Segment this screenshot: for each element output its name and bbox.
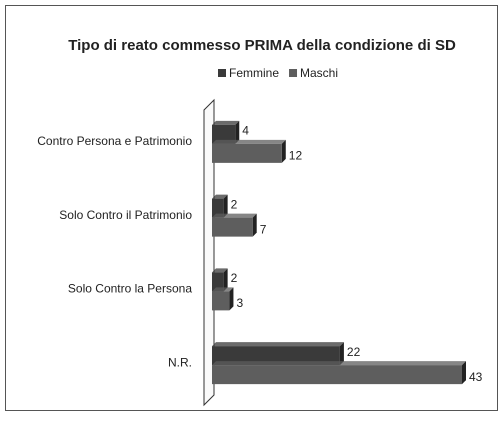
bar-side [223, 194, 228, 218]
bar-top [212, 342, 344, 347]
data-label: 43 [469, 370, 483, 384]
legend: Femmine Maschi [218, 66, 338, 80]
category-label: Contro Persona e Patrimonio [37, 134, 192, 148]
data-label: 4 [242, 124, 249, 138]
bar-face [212, 346, 340, 366]
legend-label: Maschi [300, 66, 338, 80]
bar-top [212, 361, 466, 366]
data-label: 2 [231, 197, 238, 211]
bar-top [212, 194, 228, 199]
category-label: Solo Contro la Persona [68, 282, 192, 296]
axis-wall [203, 98, 215, 407]
bar [212, 120, 240, 144]
bar [212, 268, 228, 292]
bar-top [212, 120, 240, 125]
category-label: N.R. [168, 355, 192, 369]
bar-face [212, 143, 282, 163]
category-label: Solo Contro il Patrimonio [59, 208, 192, 222]
data-label: 12 [289, 149, 303, 163]
bar-face [212, 124, 236, 144]
chart-title: Tipo di reato commesso PRIMA della condi… [68, 37, 456, 54]
bar-side [223, 268, 228, 292]
legend-swatch [218, 69, 226, 77]
bar-top [212, 139, 286, 144]
bar-face [212, 291, 230, 311]
bar-face [212, 365, 462, 385]
bar [212, 139, 286, 163]
data-label: 7 [260, 222, 267, 236]
legend-swatch [289, 69, 298, 77]
bar-side [229, 287, 234, 311]
bar-top [212, 268, 228, 273]
bar-top [212, 287, 234, 292]
bar-face [212, 272, 224, 292]
bar-top [212, 213, 257, 218]
bar [212, 342, 344, 366]
bar-side [339, 342, 344, 366]
bar-side [462, 361, 466, 385]
data-label: 22 [347, 345, 361, 359]
bar [212, 194, 228, 218]
bar-face [212, 198, 224, 218]
data-label: 2 [231, 271, 238, 285]
bar-side [281, 139, 286, 163]
bar [212, 361, 466, 385]
legend-label: Femmine [229, 66, 279, 80]
bar-side [252, 213, 257, 237]
plot-area: Contro Persona e Patrimonio 4 12 Solo Contr… [37, 120, 483, 385]
bar-face [212, 217, 253, 237]
data-label: 3 [236, 296, 243, 310]
bar-side [235, 120, 240, 144]
bar [212, 213, 257, 237]
bar [212, 287, 234, 311]
